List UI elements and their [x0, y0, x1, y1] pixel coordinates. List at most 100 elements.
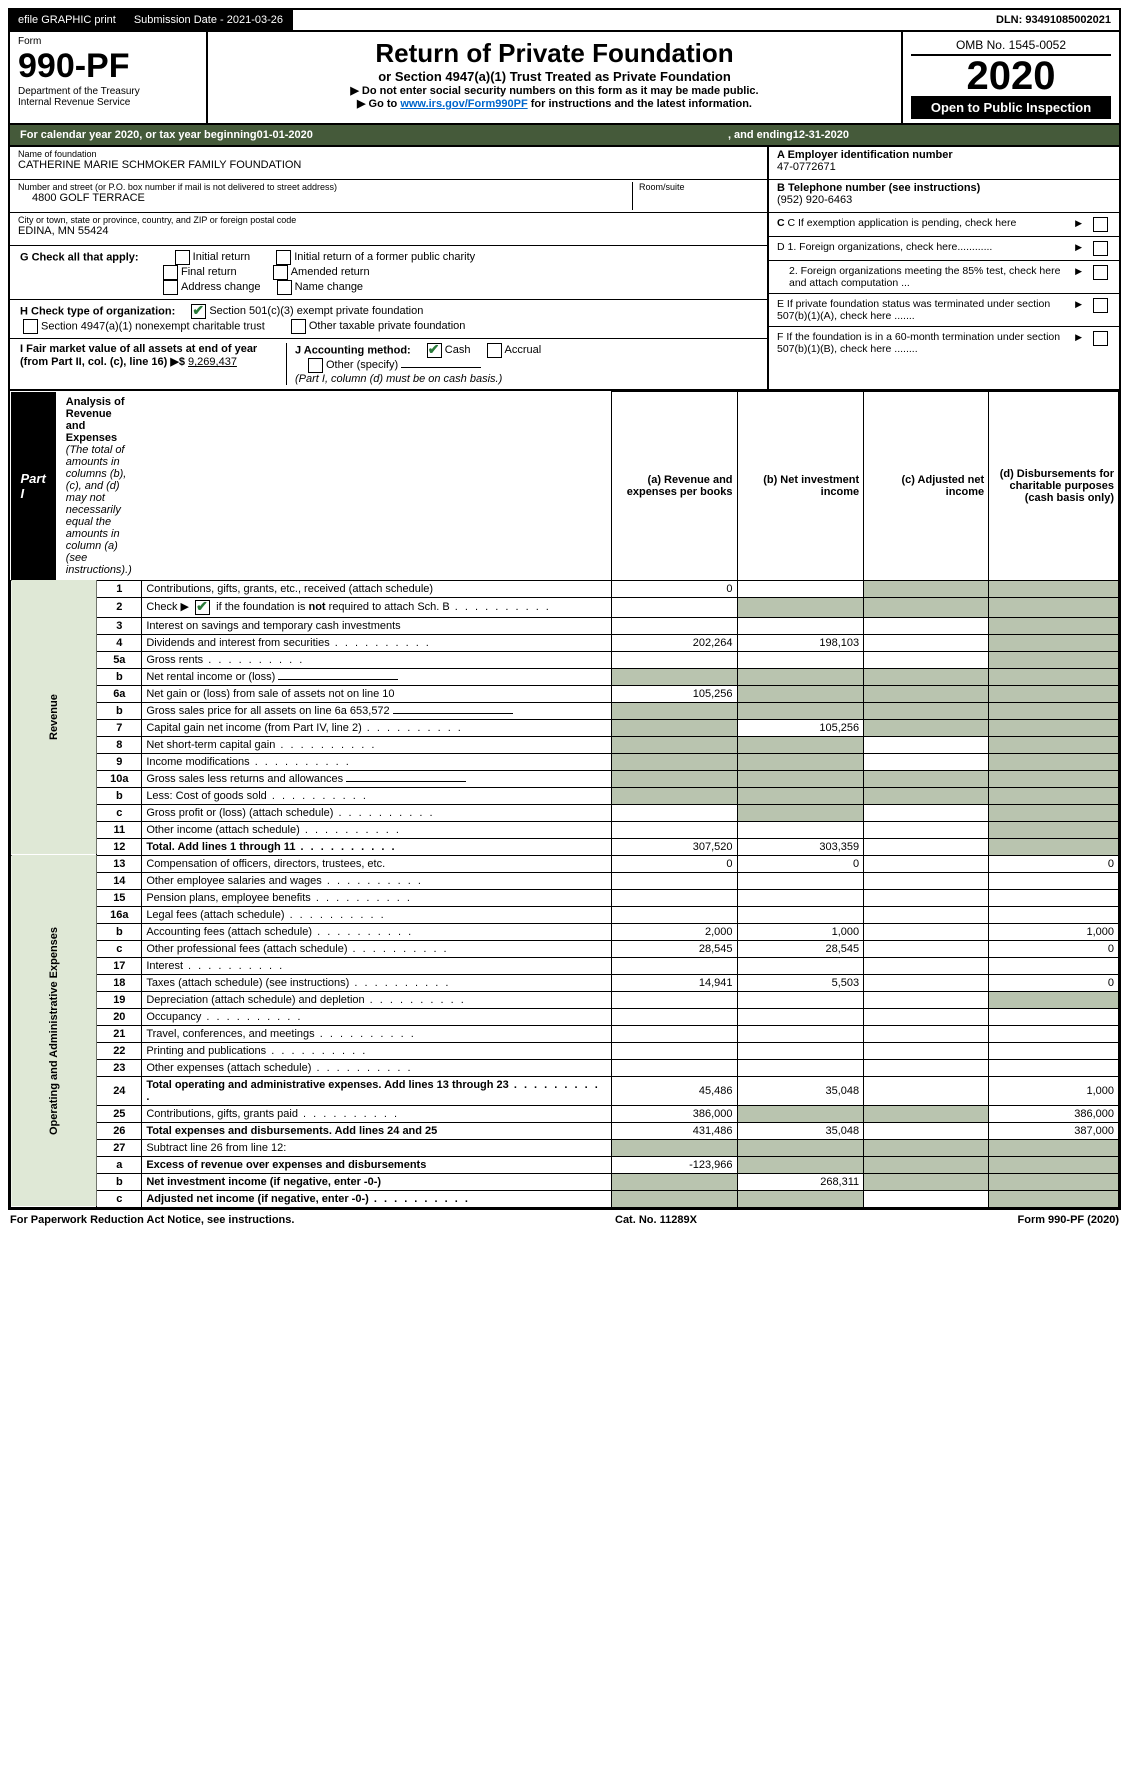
col-a-value	[612, 597, 737, 617]
col-b-value: 35,048	[737, 1122, 864, 1139]
table-row: 24Total operating and administrative exp…	[11, 1076, 1119, 1105]
row-number: 21	[97, 1025, 142, 1042]
60month-checkbox[interactable]	[1093, 331, 1108, 346]
col-b-value: 5,503	[737, 974, 864, 991]
col-b-value: 0	[737, 855, 864, 872]
col-a-value: 0	[612, 580, 737, 597]
row-description: Dividends and interest from securities	[142, 634, 612, 651]
col-d-value	[989, 617, 1119, 634]
entity-right: A Employer identification number 47-0772…	[767, 147, 1119, 389]
g1-label: Initial return	[193, 251, 250, 263]
col-a-value	[612, 719, 737, 736]
table-row: 18Taxes (attach schedule) (see instructi…	[11, 974, 1119, 991]
arrow-icon	[1075, 241, 1084, 253]
table-row: 23Other expenses (attach schedule)	[11, 1059, 1119, 1076]
col-b-value: 198,103	[737, 634, 864, 651]
j1-label: Cash	[445, 344, 471, 356]
initial-return-checkbox[interactable]	[175, 250, 190, 265]
col-a-value: 202,264	[612, 634, 737, 651]
g-check-section: G Check all that apply: Initial return I…	[10, 246, 767, 300]
table-row: 21Travel, conferences, and meetings	[11, 1025, 1119, 1042]
col-d-value: 0	[989, 974, 1119, 991]
part1-badge: Part I	[11, 392, 56, 580]
table-row: 9Income modifications	[11, 753, 1119, 770]
col-c-value	[864, 736, 989, 753]
row-number: 24	[97, 1076, 142, 1105]
501c3-checkbox[interactable]	[191, 304, 206, 319]
form-title: Return of Private Foundation	[216, 38, 893, 69]
cal-mid: , and ending	[728, 129, 793, 141]
other-method-checkbox[interactable]	[308, 358, 323, 373]
foreign-org-checkbox[interactable]	[1093, 241, 1108, 256]
accrual-checkbox[interactable]	[487, 343, 502, 358]
exemption-pending-checkbox[interactable]	[1093, 217, 1108, 232]
row-description: Interest on savings and temporary cash i…	[142, 617, 612, 634]
initial-return-former-checkbox[interactable]	[276, 250, 291, 265]
col-d-value: 387,000	[989, 1122, 1119, 1139]
instructions-link[interactable]: www.irs.gov/Form990PF	[400, 98, 527, 110]
row-description: Subtract line 26 from line 12:	[142, 1139, 612, 1156]
col-a-value: 431,486	[612, 1122, 737, 1139]
col-b-value	[737, 1139, 864, 1156]
other-taxable-checkbox[interactable]	[291, 319, 306, 334]
col-d-value	[989, 634, 1119, 651]
row-description: Less: Cost of goods sold	[142, 787, 612, 804]
table-row: 12Total. Add lines 1 through 11307,52030…	[11, 838, 1119, 855]
col-b-value	[737, 787, 864, 804]
col-a-value: 307,520	[612, 838, 737, 855]
name-change-checkbox[interactable]	[277, 280, 292, 295]
4947a1-checkbox[interactable]	[23, 319, 38, 334]
col-d-value	[989, 597, 1119, 617]
col-d-value: 0	[989, 855, 1119, 872]
col-a-value	[612, 957, 737, 974]
final-return-checkbox[interactable]	[163, 265, 178, 280]
row-description: Printing and publications	[142, 1042, 612, 1059]
row-number: 17	[97, 957, 142, 974]
amended-return-checkbox[interactable]	[273, 265, 288, 280]
table-row: 14Other employee salaries and wages	[11, 872, 1119, 889]
table-row: cGross profit or (loss) (attach schedule…	[11, 804, 1119, 821]
col-d-value	[989, 702, 1119, 719]
col-d-value	[989, 753, 1119, 770]
form-subtitle: or Section 4947(a)(1) Trust Treated as P…	[216, 69, 893, 84]
col-d-value	[989, 838, 1119, 855]
sch-b-checkbox[interactable]	[195, 600, 210, 615]
h-label: H Check type of organization:	[20, 305, 175, 317]
col-b-value	[737, 804, 864, 821]
col-b-value	[737, 651, 864, 668]
cal-end: 12-31-2020	[793, 129, 849, 141]
row-description: Income modifications	[142, 753, 612, 770]
efile-badge: efile GRAPHIC print	[10, 10, 126, 30]
col-c-value	[864, 991, 989, 1008]
row-description: Legal fees (attach schedule)	[142, 906, 612, 923]
col-d-value	[989, 651, 1119, 668]
col-c-value	[864, 1105, 989, 1122]
row-number: 13	[97, 855, 142, 872]
table-row: 15Pension plans, employee benefits	[11, 889, 1119, 906]
table-row: cOther professional fees (attach schedul…	[11, 940, 1119, 957]
col-a-value	[612, 889, 737, 906]
col-a-value: 0	[612, 855, 737, 872]
j-label: J Accounting method:	[295, 344, 411, 356]
col-d-value	[989, 787, 1119, 804]
col-a-value	[612, 1139, 737, 1156]
form-word: Form	[18, 36, 198, 47]
col-c-value	[864, 617, 989, 634]
col-a-value: 45,486	[612, 1076, 737, 1105]
status-terminated-checkbox[interactable]	[1093, 298, 1108, 313]
col-a-value	[612, 770, 737, 787]
row-number: 2	[97, 597, 142, 617]
row-description: Accounting fees (attach schedule)	[142, 923, 612, 940]
c-label: C If exemption application is pending, c…	[788, 217, 1017, 229]
cash-checkbox[interactable]	[427, 343, 442, 358]
col-a-value	[612, 872, 737, 889]
foreign-85-checkbox[interactable]	[1093, 265, 1108, 280]
part1-note: (The total of amounts in columns (b), (c…	[66, 444, 132, 576]
footer-left: For Paperwork Reduction Act Notice, see …	[10, 1214, 294, 1226]
row-number: c	[97, 1190, 142, 1207]
row-description: Gross profit or (loss) (attach schedule)	[142, 804, 612, 821]
address-change-checkbox[interactable]	[163, 280, 178, 295]
instr-2-post: for instructions and the latest informat…	[528, 98, 752, 110]
footer-mid: Cat. No. 11289X	[615, 1214, 697, 1226]
table-row: 8Net short-term capital gain	[11, 736, 1119, 753]
